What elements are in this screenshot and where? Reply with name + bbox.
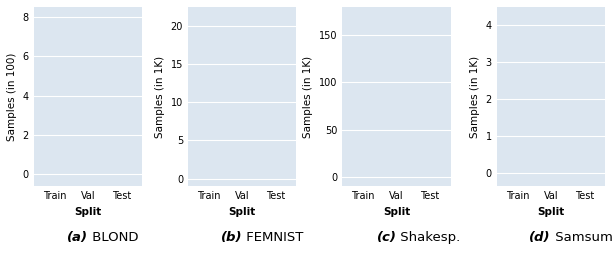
Y-axis label: Samples (in 1K): Samples (in 1K) — [155, 55, 165, 138]
X-axis label: Split: Split — [74, 207, 102, 217]
Text: (b): (b) — [221, 231, 242, 244]
X-axis label: Split: Split — [383, 207, 410, 217]
Text: FEMNIST: FEMNIST — [242, 231, 304, 244]
Y-axis label: Samples (in 1K): Samples (in 1K) — [470, 55, 480, 138]
Text: (c): (c) — [376, 231, 397, 244]
Y-axis label: Samples (in 100): Samples (in 100) — [7, 52, 17, 141]
X-axis label: Split: Split — [537, 207, 564, 217]
X-axis label: Split: Split — [228, 207, 256, 217]
Text: Samsum: Samsum — [551, 231, 612, 244]
Y-axis label: Samples (in 1K): Samples (in 1K) — [304, 55, 313, 138]
Text: Shakesp.: Shakesp. — [397, 231, 461, 244]
Text: BLOND: BLOND — [88, 231, 138, 244]
Text: (d): (d) — [529, 231, 551, 244]
Text: (a): (a) — [67, 231, 88, 244]
